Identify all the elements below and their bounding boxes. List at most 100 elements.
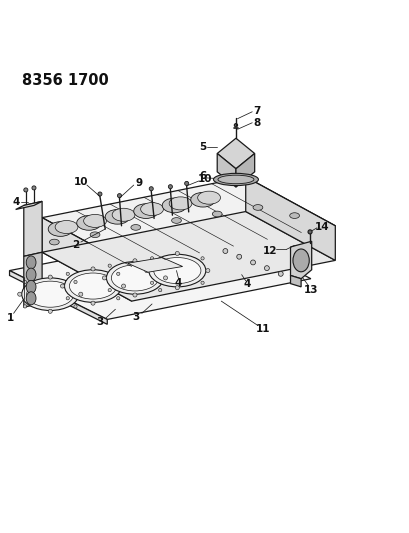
Circle shape: [175, 252, 179, 255]
Ellipse shape: [213, 173, 258, 185]
Ellipse shape: [55, 221, 78, 233]
Circle shape: [108, 288, 111, 292]
Circle shape: [91, 301, 95, 305]
Polygon shape: [24, 252, 42, 307]
Ellipse shape: [162, 198, 186, 213]
Ellipse shape: [292, 249, 308, 272]
Ellipse shape: [112, 208, 135, 221]
Circle shape: [234, 124, 237, 127]
Polygon shape: [217, 154, 235, 187]
Ellipse shape: [190, 192, 215, 207]
Ellipse shape: [26, 268, 36, 281]
Polygon shape: [9, 271, 107, 324]
Text: 9: 9: [135, 177, 142, 188]
Circle shape: [175, 286, 179, 290]
Ellipse shape: [252, 205, 262, 211]
Ellipse shape: [69, 273, 116, 299]
Circle shape: [32, 186, 36, 190]
Circle shape: [74, 280, 77, 284]
Circle shape: [307, 230, 311, 234]
Circle shape: [144, 269, 148, 272]
Circle shape: [66, 272, 69, 276]
Polygon shape: [42, 217, 131, 301]
Circle shape: [158, 264, 162, 268]
Circle shape: [79, 292, 83, 296]
Polygon shape: [24, 201, 42, 256]
Circle shape: [102, 276, 106, 280]
Circle shape: [24, 188, 28, 192]
Ellipse shape: [289, 213, 299, 219]
Ellipse shape: [90, 232, 100, 238]
Ellipse shape: [76, 215, 101, 230]
Ellipse shape: [26, 280, 36, 293]
Circle shape: [200, 281, 204, 285]
Text: 10: 10: [73, 177, 88, 187]
Polygon shape: [290, 241, 311, 279]
Circle shape: [163, 276, 167, 280]
Circle shape: [108, 264, 111, 268]
Polygon shape: [290, 276, 300, 287]
Ellipse shape: [212, 211, 222, 217]
Text: 11: 11: [255, 324, 270, 334]
Text: 7: 7: [253, 106, 260, 116]
Circle shape: [278, 271, 283, 276]
Text: 1: 1: [7, 313, 14, 323]
Text: 6: 6: [199, 172, 206, 181]
Circle shape: [158, 288, 162, 292]
Ellipse shape: [22, 278, 79, 311]
Circle shape: [133, 293, 137, 297]
Text: 4: 4: [174, 278, 182, 288]
Ellipse shape: [49, 239, 59, 245]
Text: 3: 3: [96, 317, 103, 327]
Ellipse shape: [197, 191, 220, 204]
Circle shape: [116, 272, 119, 276]
Text: 12: 12: [262, 246, 277, 256]
Text: 4: 4: [12, 197, 20, 207]
Ellipse shape: [83, 214, 106, 228]
Text: 3: 3: [132, 312, 139, 322]
Circle shape: [205, 269, 209, 272]
Circle shape: [48, 275, 52, 279]
Ellipse shape: [27, 281, 74, 307]
Circle shape: [150, 281, 153, 285]
Circle shape: [116, 297, 119, 300]
Circle shape: [74, 305, 77, 308]
Circle shape: [222, 248, 227, 254]
Circle shape: [117, 193, 121, 198]
Circle shape: [149, 187, 153, 191]
Ellipse shape: [148, 254, 205, 287]
Circle shape: [121, 284, 125, 288]
Circle shape: [23, 305, 27, 308]
Circle shape: [150, 257, 153, 260]
Ellipse shape: [48, 222, 72, 236]
Ellipse shape: [140, 203, 163, 215]
Text: 2: 2: [72, 239, 79, 249]
Text: 8356 1700: 8356 1700: [22, 73, 108, 88]
Polygon shape: [127, 257, 182, 272]
Circle shape: [264, 265, 269, 271]
Ellipse shape: [26, 292, 36, 305]
Text: 13: 13: [303, 285, 317, 295]
Text: 4: 4: [243, 279, 250, 289]
Polygon shape: [42, 177, 335, 266]
Ellipse shape: [64, 270, 121, 302]
Circle shape: [184, 181, 188, 185]
Circle shape: [133, 259, 137, 263]
Text: 10: 10: [197, 174, 212, 184]
Polygon shape: [42, 212, 335, 301]
Circle shape: [18, 292, 22, 296]
Polygon shape: [217, 138, 254, 169]
Circle shape: [91, 267, 95, 271]
Circle shape: [98, 192, 102, 196]
Circle shape: [200, 257, 204, 260]
Ellipse shape: [171, 217, 181, 223]
Ellipse shape: [169, 197, 191, 210]
Circle shape: [168, 184, 172, 189]
Circle shape: [23, 280, 27, 284]
Polygon shape: [245, 177, 335, 261]
Circle shape: [60, 284, 64, 288]
Polygon shape: [235, 154, 254, 187]
Ellipse shape: [105, 209, 129, 224]
Circle shape: [236, 254, 241, 259]
Ellipse shape: [153, 257, 200, 284]
